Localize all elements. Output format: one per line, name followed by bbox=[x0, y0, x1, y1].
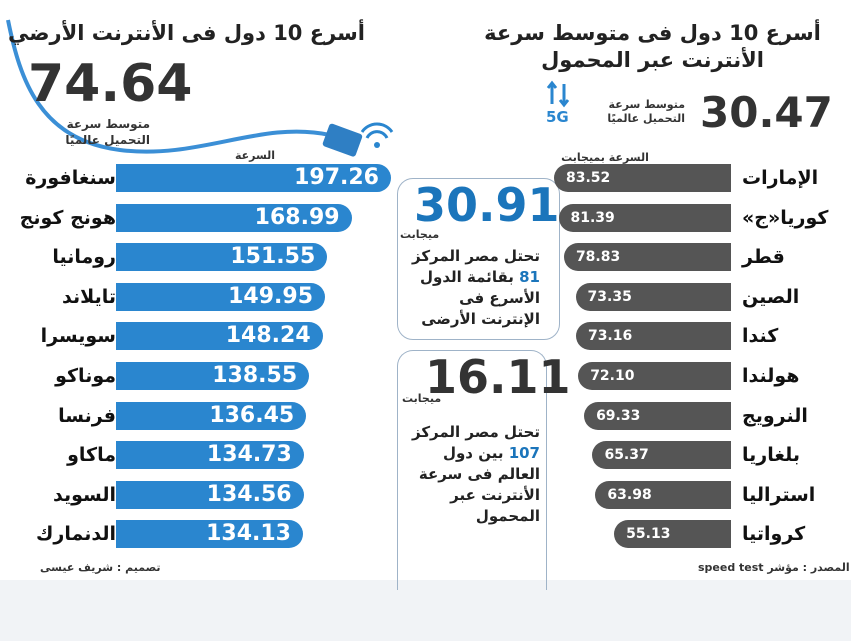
value-label: 134.56 bbox=[206, 481, 292, 507]
bar: 55.13 bbox=[614, 520, 731, 549]
category-label: كندا bbox=[742, 325, 779, 348]
bar: 83.52 bbox=[554, 164, 731, 192]
callout-box bbox=[397, 178, 560, 340]
callout-rank: 107 bbox=[508, 444, 540, 462]
bar: 136.45 bbox=[116, 401, 307, 430]
value-label: 138.55 bbox=[212, 363, 298, 388]
callout-unit: ميجابت bbox=[400, 228, 440, 241]
callout-text-before: تحتل مصر المركز bbox=[411, 247, 540, 265]
bar: 73.16 bbox=[575, 322, 731, 351]
bar: 78.83 bbox=[563, 243, 731, 272]
icon-label: 5G bbox=[546, 108, 569, 126]
value-label: 83.52 bbox=[566, 170, 611, 186]
value-label: 197.26 bbox=[294, 165, 379, 190]
value-label: 134.13 bbox=[206, 521, 291, 547]
bar: 151.55 bbox=[116, 243, 328, 272]
bar: 138.55 bbox=[116, 362, 310, 390]
left-headline-label: متوسط سرعة التحميل عالميًا bbox=[65, 117, 150, 147]
design-credit: تصميم : شريف عيسى bbox=[40, 561, 161, 574]
bar: 149.95 bbox=[116, 282, 326, 311]
wifi-dot bbox=[374, 142, 380, 148]
value-label: 72.10 bbox=[590, 368, 635, 384]
category-label: استراليا bbox=[742, 483, 816, 506]
category-label: السويد bbox=[52, 483, 116, 506]
value-label: 78.83 bbox=[575, 249, 621, 266]
cable bbox=[6, 19, 331, 154]
wifi-icon bbox=[360, 122, 394, 139]
bar: 72.10 bbox=[578, 362, 731, 390]
value-label: 136.45 bbox=[209, 402, 295, 428]
category-label: سنغافورة bbox=[25, 167, 116, 189]
category-label: كرواتيا bbox=[742, 523, 806, 546]
value-label: 134.73 bbox=[206, 442, 292, 468]
right-headline-label: متوسط سرعة التحميل عالميًا bbox=[607, 98, 685, 125]
value-label: 65.37 bbox=[604, 447, 649, 464]
value-label: 73.16 bbox=[587, 328, 633, 345]
bar: 69.33 bbox=[584, 401, 731, 430]
callout-text-after: بين دول العالم فى سرعة الأنترنت عبر المح… bbox=[418, 444, 540, 525]
bar: 63.98 bbox=[595, 480, 731, 509]
category-label: كوريا«ج» bbox=[742, 206, 829, 229]
category-label: سويسرا bbox=[40, 325, 116, 348]
value-label: 73.35 bbox=[587, 288, 632, 305]
category-label: بلغاريا bbox=[742, 444, 800, 467]
callout-text: تحتل مصر المركز 81 بقائمة الدول الأسرع ف… bbox=[400, 246, 540, 330]
source-credit: المصدر : مؤشر speed test bbox=[698, 561, 850, 574]
value-label: 168.99 bbox=[254, 204, 340, 230]
callout-value: 30.91 bbox=[414, 178, 560, 232]
category-label: النرويج bbox=[742, 404, 808, 427]
bar: 197.26 bbox=[116, 164, 391, 192]
callout-box bbox=[397, 350, 547, 590]
bar: 73.35 bbox=[575, 282, 731, 311]
footer-band bbox=[0, 580, 851, 641]
category-label: الدنمارك bbox=[36, 523, 116, 546]
category-label: الإمارات bbox=[742, 167, 819, 189]
category-label: تايلاند bbox=[62, 285, 116, 308]
category-label: هونج كونج bbox=[19, 206, 116, 229]
value-label: 69.33 bbox=[596, 407, 641, 424]
bar: 134.13 bbox=[116, 520, 303, 549]
callout-value: 16.11 bbox=[425, 350, 571, 404]
category-label: قطر bbox=[742, 246, 785, 269]
value-label: 63.98 bbox=[607, 486, 652, 503]
callout-unit: ميجابت bbox=[402, 392, 442, 405]
category-label: الصين bbox=[742, 285, 800, 308]
bar: 168.99 bbox=[116, 203, 352, 232]
bar: 65.37 bbox=[592, 441, 731, 470]
value-label: 148.24 bbox=[225, 323, 311, 349]
value-label: 151.55 bbox=[230, 244, 316, 270]
category-label: موناكو bbox=[55, 365, 116, 387]
category-label: فرنسا bbox=[58, 404, 116, 427]
category-label: رومانيا bbox=[52, 246, 116, 269]
value-label: 55.13 bbox=[626, 526, 671, 543]
bar: 134.56 bbox=[116, 480, 304, 509]
callout-rank: 81 bbox=[519, 268, 540, 286]
left-title: أسرع 10 دول فى الأنترنت الأرضي bbox=[7, 21, 365, 45]
callout-text: تحتل مصر المركز 107 بين دول العالم فى سر… bbox=[400, 422, 540, 527]
category-label: هولندا bbox=[742, 365, 800, 387]
right-axis-label: السرعة بميجابت bbox=[561, 151, 649, 164]
bar: 81.39 bbox=[558, 203, 731, 232]
left-headline: 74.64 bbox=[28, 54, 193, 114]
right-title: أسرع 10 دول فى متوسط سرعة الأنترنت عبر ا… bbox=[484, 21, 821, 72]
connector bbox=[322, 123, 363, 157]
bar: 148.24 bbox=[116, 322, 323, 351]
callout-text-after: بقائمة الدول الأسرع فى الإنترنت الأرضى bbox=[420, 268, 540, 328]
right-headline: 30.47 bbox=[700, 88, 833, 137]
bar: 134.73 bbox=[116, 441, 304, 470]
value-label: 149.95 bbox=[228, 283, 314, 309]
callout-text-before: تحتل مصر المركز bbox=[411, 423, 540, 441]
category-label: ماكاو bbox=[67, 444, 116, 467]
value-label: 81.39 bbox=[570, 209, 615, 226]
arrows-icon bbox=[546, 80, 570, 108]
